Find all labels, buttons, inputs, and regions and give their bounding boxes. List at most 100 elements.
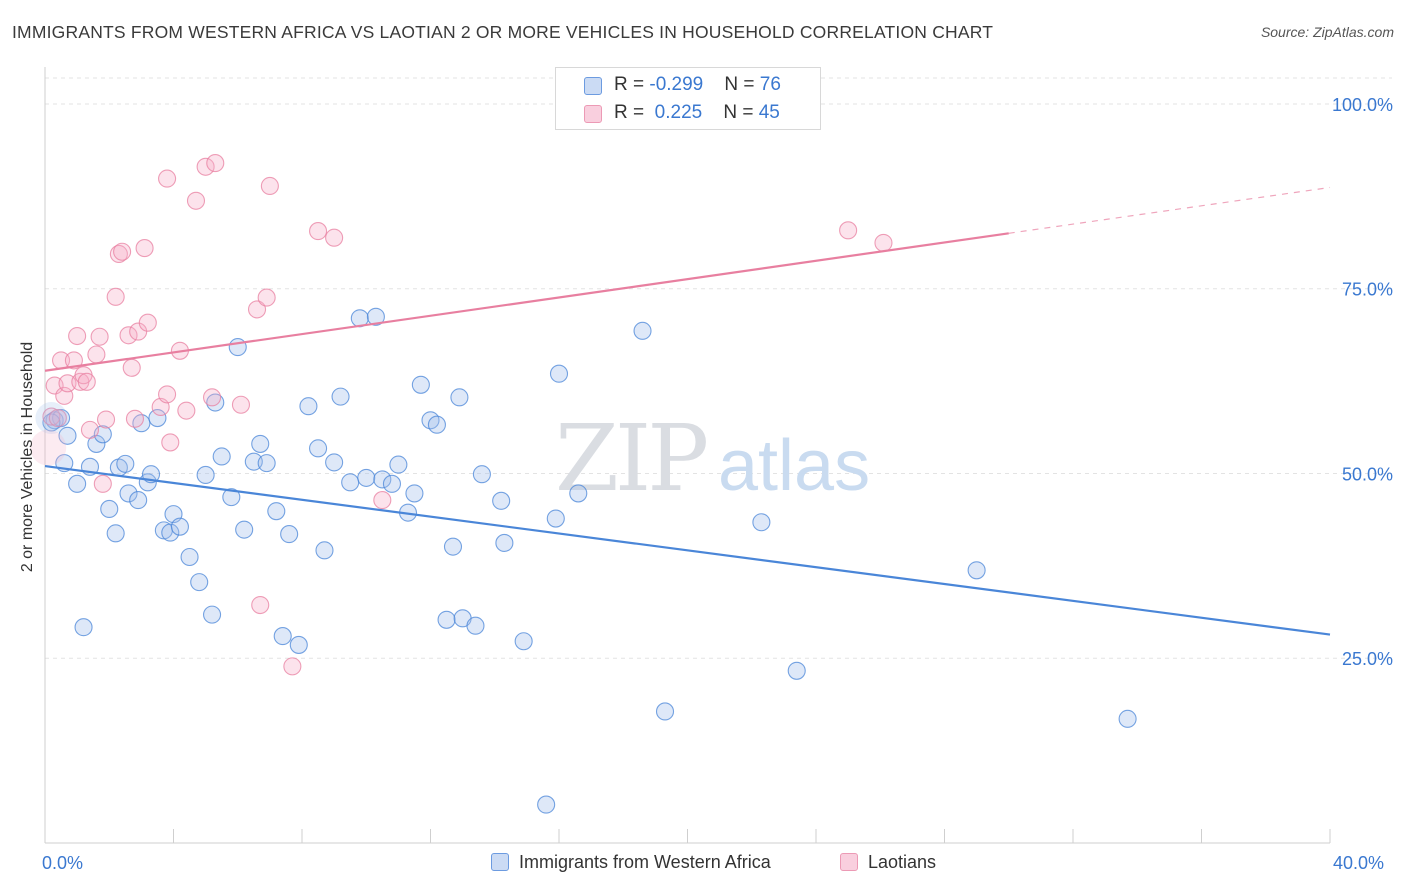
pink-swatch-icon (840, 853, 858, 871)
western-africa-point (373, 470, 392, 489)
western-africa-point (212, 447, 231, 466)
western-africa-point (106, 524, 125, 543)
laotians-point (874, 233, 893, 252)
western-africa-point (549, 364, 569, 383)
western-africa-point (148, 408, 167, 428)
western-africa-point (315, 541, 334, 560)
scatter-points (30, 154, 1137, 814)
laotians-point (206, 154, 225, 173)
bottom-legend-laotians: Laotians (840, 852, 936, 873)
western-africa-point (341, 473, 360, 492)
laotians-point (42, 407, 61, 426)
laotians-point (125, 409, 144, 428)
western-africa-point (752, 513, 771, 532)
western-africa-point (289, 635, 308, 654)
western-africa-point (492, 491, 511, 510)
laotians-point (90, 327, 109, 346)
y-tick-label: 25.0% (1342, 649, 1393, 669)
western-africa-point (299, 397, 318, 416)
western-africa-point (472, 465, 491, 484)
western-africa-point (331, 387, 350, 406)
laotians-point (48, 408, 67, 428)
y-axis-label: 2 or more Vehicles in Household (19, 341, 36, 573)
western-africa-point (967, 561, 986, 580)
grid-lines (45, 77, 1392, 659)
western-africa-point (514, 632, 533, 651)
watermark-atlas: atlas (718, 426, 870, 506)
laotians-point (109, 244, 128, 264)
western-africa-point (74, 618, 93, 637)
laotians-point (96, 410, 116, 429)
laotians-point (247, 300, 267, 319)
western-africa-point (309, 439, 328, 458)
western-africa-point (495, 533, 514, 552)
laotians-point (119, 326, 138, 345)
bottom-legend-label: Laotians (868, 852, 937, 872)
bottom-legend-label: Immigrants from Western Africa (519, 852, 771, 872)
western-africa-point (228, 338, 247, 357)
western-africa-point (267, 502, 286, 521)
western-africa-point (382, 474, 402, 493)
y-tick-label: 75.0% (1342, 280, 1393, 300)
legend-r-value: -0.299 (649, 74, 704, 95)
laotians-point (77, 372, 96, 391)
laotians-point (138, 313, 157, 332)
laotians-point (325, 228, 344, 247)
laotians-point (122, 358, 141, 377)
western-africa-point (170, 517, 189, 536)
y-tick-label: 50.0% (1342, 464, 1393, 484)
western-africa-point (203, 605, 222, 624)
laotians-point (373, 491, 392, 510)
laotians-point (106, 287, 125, 306)
legend-n-label: N = (723, 102, 759, 123)
western-africa-point (180, 547, 199, 567)
laotians-point (87, 345, 106, 364)
laotians-point (309, 222, 328, 241)
laotians-point (93, 474, 112, 493)
laotians-point (251, 595, 270, 615)
western-africa-point (1118, 709, 1137, 728)
laotians-point (158, 169, 177, 188)
y-tick-labels: 100.0% 75.0% 50.0% 25.0% (1332, 95, 1393, 669)
correlation-legend: R = -0.299 N = 76 R = 0.225 N = 45 (555, 67, 821, 130)
western-africa-point (196, 465, 215, 485)
western-africa-point (58, 426, 77, 445)
western-africa-point (235, 520, 254, 539)
laotians-cluster (30, 429, 67, 466)
laotians-point (203, 388, 222, 407)
western-africa-point (633, 321, 652, 340)
western-africa-point (257, 454, 276, 473)
western-africa-point (357, 468, 376, 487)
source-label: Source: ZipAtlas.com (1260, 24, 1394, 40)
axes (44, 67, 1331, 844)
laotians-point (260, 176, 279, 196)
western-africa-point (68, 474, 87, 493)
western-africa-point (273, 627, 292, 646)
laotians-trend-line (44, 232, 1009, 372)
western-africa-point (437, 610, 456, 629)
laotians-point (161, 433, 180, 452)
western-africa-point (466, 616, 485, 635)
bottom-legend-western-africa: Immigrants from Western Africa (491, 852, 771, 873)
laotians-point (158, 385, 177, 404)
laotians-point (231, 395, 251, 414)
laotians-point (68, 326, 87, 346)
x-tick-right: 40.0% (1333, 853, 1385, 873)
western-africa-point (190, 573, 209, 592)
trend-lines (44, 186, 1331, 636)
western-africa-trend-line (44, 464, 1331, 636)
laotians-point (113, 242, 132, 261)
legend-n-label: N = (724, 74, 760, 95)
chart-title: IMMIGRANTS FROM WESTERN AFRICA VS LAOTIA… (12, 22, 994, 42)
western-africa-point (411, 375, 430, 394)
pink-swatch-icon (584, 105, 602, 123)
watermark: ZIP atlas (555, 405, 870, 512)
western-africa-point (161, 523, 180, 542)
watermark-zip: ZIP (555, 405, 706, 512)
western-africa-point (405, 484, 424, 503)
laotians-point (257, 288, 276, 307)
western-africa-point (222, 488, 241, 507)
western-africa-point (443, 537, 463, 556)
laotians-point (135, 239, 154, 258)
